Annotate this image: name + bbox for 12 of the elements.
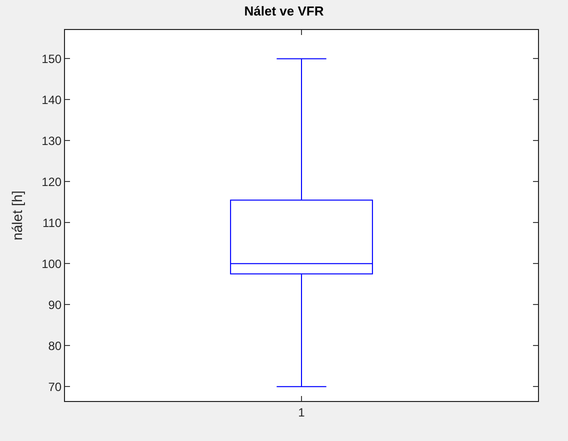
chart-title: Nálet ve VFR: [244, 4, 324, 19]
y-axis-title: nálet [h]: [9, 190, 26, 240]
y-tick-label: 70: [48, 380, 62, 394]
y-tick-label: 140: [42, 92, 62, 107]
y-tick-label: 150: [42, 52, 62, 66]
y-tick-label: 120: [42, 174, 62, 189]
y-tick-label: 110: [42, 216, 62, 230]
y-tick-label: 80: [48, 338, 62, 353]
y-tick-label: 90: [48, 298, 62, 312]
y-tick-label: 100: [42, 256, 62, 271]
x-tick-label: 1: [298, 405, 306, 420]
y-tick-label: 130: [42, 134, 62, 148]
